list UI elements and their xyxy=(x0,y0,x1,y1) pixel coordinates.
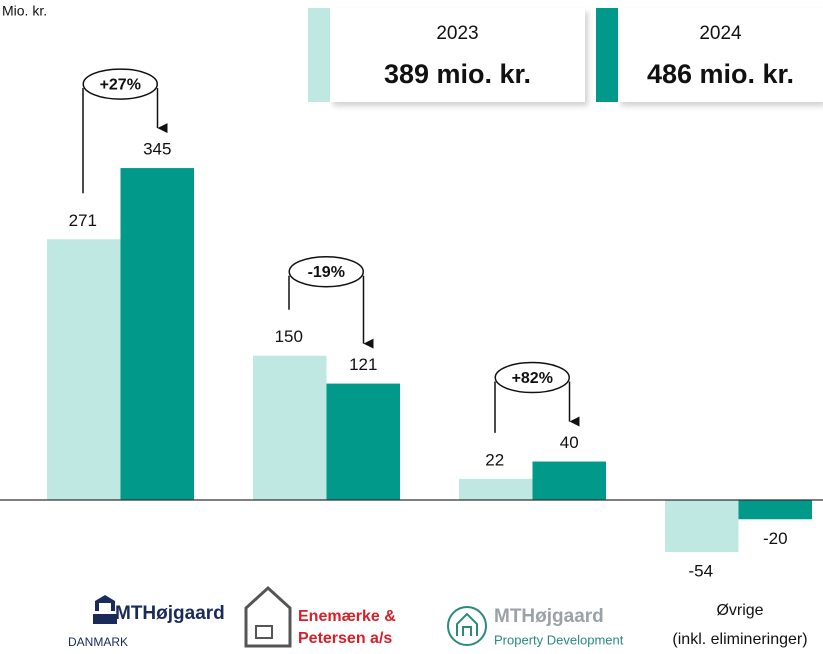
bar xyxy=(120,168,194,501)
bar xyxy=(738,500,812,520)
change-annotation: -19% xyxy=(288,255,374,349)
legend-total: 486 mio. kr. xyxy=(647,59,794,89)
category-label: (inkl. elimineringer) xyxy=(672,631,807,648)
value-label: -20 xyxy=(763,529,788,548)
category-label: MTHøjgaard xyxy=(494,606,604,627)
logo-icon xyxy=(447,606,487,646)
change-annotation: +82% xyxy=(494,361,580,433)
legend-box xyxy=(330,8,585,102)
legend-swatch xyxy=(308,8,330,102)
bar xyxy=(47,239,121,501)
bar xyxy=(253,355,327,501)
change-annotation: +27% xyxy=(82,68,168,194)
change-ellipse xyxy=(494,361,570,394)
value-label: 22 xyxy=(485,450,504,469)
category-label: Enemærke & xyxy=(298,608,396,625)
bar xyxy=(326,383,400,501)
value-label: -54 xyxy=(688,561,713,580)
bar xyxy=(532,461,606,501)
value-label: 150 xyxy=(275,327,303,346)
legend-label: 2023 xyxy=(436,23,478,44)
value-label: 271 xyxy=(69,211,97,230)
bar xyxy=(459,478,533,501)
legend-box xyxy=(618,8,823,102)
value-label: 40 xyxy=(560,433,579,452)
value-label: 121 xyxy=(349,355,377,374)
logo-icon xyxy=(244,585,292,648)
legend-swatch xyxy=(596,8,618,102)
legend-total: 389 mio. kr. xyxy=(384,59,531,89)
bar xyxy=(665,500,739,552)
category-label: Petersen a/s xyxy=(298,630,392,647)
change-label: +82% xyxy=(512,370,553,387)
category-label: DANMARK xyxy=(68,635,128,649)
change-ellipse xyxy=(288,255,364,288)
category-label: Property Development xyxy=(494,632,624,647)
legend-label: 2024 xyxy=(699,23,742,44)
change-label: -19% xyxy=(308,264,345,281)
y-axis-label: Mio. kr. xyxy=(2,3,47,19)
category-label: MTHøjgaard xyxy=(115,603,225,624)
category-label: Øvrige xyxy=(716,602,763,619)
logo-icon xyxy=(93,595,117,624)
change-label: +27% xyxy=(100,76,141,93)
change-ellipse xyxy=(82,68,158,100)
value-label: 345 xyxy=(143,140,171,159)
